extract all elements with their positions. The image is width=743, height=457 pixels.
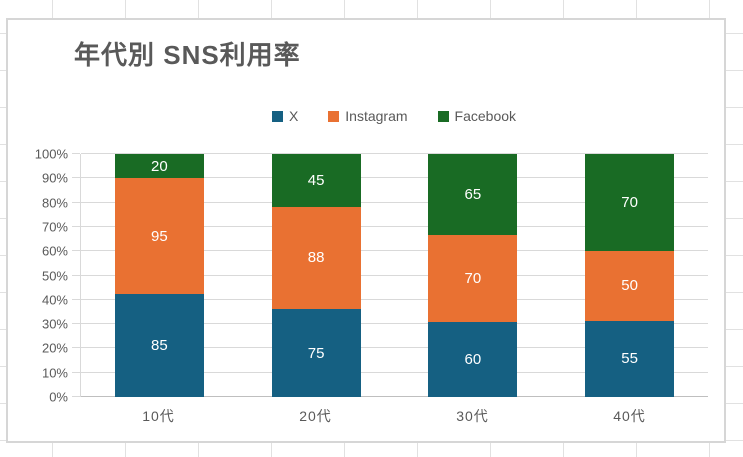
bar-value-label: 55: [621, 350, 638, 368]
bar-segment-facebook[interactable]: 65: [428, 154, 518, 236]
gridline: [81, 225, 708, 227]
tick-mark: [72, 153, 80, 154]
tick-mark: [72, 347, 80, 349]
gridline: [81, 153, 708, 154]
bar-segment-x[interactable]: 85: [114, 293, 204, 397]
gridline: [81, 298, 708, 300]
gridline: [81, 371, 708, 373]
bar-segment-facebook[interactable]: 45: [271, 154, 361, 207]
bar-segment-facebook[interactable]: 70: [585, 154, 675, 252]
bar-segment-x[interactable]: 75: [271, 309, 361, 397]
tick-mark: [72, 225, 80, 227]
x-axis-category-label: 10代: [142, 408, 175, 424]
y-axis-tick-label: 90%: [41, 170, 68, 186]
y-axis-tick-label: 100%: [34, 146, 68, 162]
bar-slot: 75 88 45: [238, 154, 395, 397]
bar-value-label: 70: [621, 194, 638, 212]
legend-swatch-instagram: [328, 110, 340, 122]
bar-value-label: 60: [464, 351, 482, 369]
bar-value-label: 45: [307, 171, 325, 189]
gridline: [81, 250, 708, 252]
tick-mark: [72, 201, 80, 203]
y-axis-tick-label: 50%: [41, 268, 68, 283]
legend-label: Facebook: [454, 108, 517, 124]
bar-slot: 85 95 20: [81, 154, 238, 397]
bar-value-label: 95: [151, 227, 168, 245]
bar-slot: 55 50 70: [551, 154, 708, 397]
stacked-bar-10代: 85 95 20: [114, 154, 204, 397]
tick-mark: [72, 371, 80, 373]
bar-segment-instagram[interactable]: 50: [585, 251, 675, 321]
legend-item-instagram[interactable]: Instagram: [328, 108, 408, 124]
bar-slot: 60 70 65: [395, 154, 552, 397]
bars: 85 95 20 75 88 45 60 70 65 55 50 70: [81, 154, 708, 397]
gridline: [81, 323, 708, 325]
tick-mark: [72, 274, 80, 276]
bar-value-label: 75: [307, 344, 325, 362]
chart-area[interactable]: 年代別 SNS利用率 X Instagram Facebook 0% 10% 20% 30…: [6, 18, 726, 443]
y-axis-labels: 0% 10% 20% 30% 40% 50% 60% 70% 80% 90% 100%: [8, 147, 68, 405]
legend-swatch-facebook: [437, 110, 449, 122]
gridline: [81, 201, 708, 203]
y-axis-tick-label: 20%: [41, 340, 68, 356]
tick-mark: [72, 396, 80, 397]
bar-value-label: 70: [464, 270, 482, 288]
legend-item-facebook[interactable]: Facebook: [437, 108, 517, 124]
y-axis-tick-label: 80%: [41, 195, 68, 211]
tick-mark: [72, 298, 80, 300]
legend-label: X: [288, 108, 299, 124]
chart-title[interactable]: 年代別 SNS利用率: [74, 40, 301, 70]
bar-value-label: 50: [621, 277, 638, 295]
x-axis-category-label: 30代: [456, 408, 489, 424]
tick-mark: [72, 177, 80, 179]
tick-mark: [72, 323, 80, 325]
stacked-bar-30代: 60 70 65: [428, 154, 518, 397]
bar-value-label: 85: [151, 336, 168, 354]
bar-value-label: 65: [464, 186, 482, 204]
gridline: [81, 274, 708, 276]
legend: X Instagram Facebook: [80, 106, 708, 126]
tick-mark: [72, 250, 80, 252]
bar-value-label: 20: [151, 157, 168, 175]
y-axis-tick-label: 40%: [41, 292, 68, 308]
x-axis-line: [81, 396, 708, 397]
legend-label: Instagram: [345, 108, 408, 124]
y-axis-tick-label: 60%: [41, 243, 68, 259]
bar-segment-facebook[interactable]: 20: [114, 154, 204, 179]
x-axis-category-label: 40代: [613, 408, 646, 424]
bar-value-label: 88: [307, 249, 325, 267]
stacked-bar-20代: 75 88 45: [271, 154, 361, 397]
y-axis-ticks: [72, 153, 80, 397]
bar-segment-x[interactable]: 55: [585, 320, 675, 397]
bar-segment-x[interactable]: 60: [428, 322, 518, 397]
y-axis-tick-label: 30%: [41, 316, 68, 332]
plot-area: 85 95 20 75 88 45 60 70 65 55 50 70: [80, 153, 708, 397]
gridline: [81, 177, 708, 179]
y-axis-tick-label: 70%: [41, 219, 68, 235]
gridline: [81, 347, 708, 349]
bar-segment-instagram[interactable]: 70: [428, 235, 518, 323]
y-axis-tick-label: 0%: [49, 389, 68, 405]
y-axis-tick-label: 10%: [41, 365, 68, 381]
x-axis-category-label: 20代: [299, 408, 332, 424]
bar-segment-instagram[interactable]: 88: [271, 206, 361, 310]
legend-item-x[interactable]: X: [271, 108, 299, 124]
bar-segment-instagram[interactable]: 95: [114, 178, 204, 294]
x-axis-labels: 10代 20代 30代 40代: [80, 406, 708, 428]
stacked-bar-40代: 55 50 70: [585, 154, 675, 397]
legend-swatch-x: [271, 110, 283, 122]
